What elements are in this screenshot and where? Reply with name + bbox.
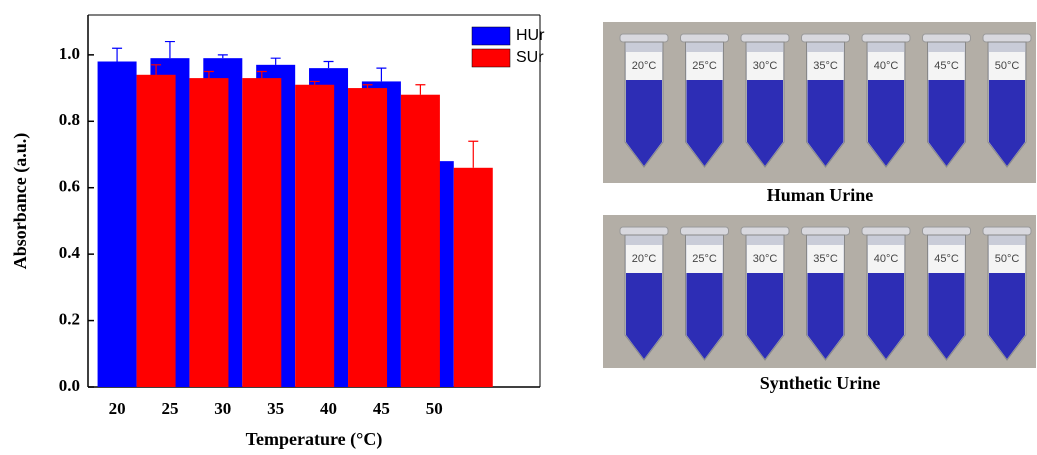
bar — [295, 84, 335, 387]
legend-label: SUr — [516, 49, 544, 66]
tube-rim — [619, 226, 669, 236]
tube-tag — [686, 52, 723, 80]
x-tick-label: 40 — [320, 399, 337, 418]
tube-rim — [982, 33, 1032, 43]
liquid — [807, 273, 844, 359]
tube-label: 30°C — [753, 60, 778, 72]
bar — [242, 78, 282, 387]
liquid — [807, 80, 844, 166]
tube-tag — [747, 52, 783, 80]
tube-rim — [982, 226, 1032, 236]
liquid — [868, 273, 904, 359]
y-tick-label: 0.6 — [59, 177, 80, 196]
tube-tag — [807, 245, 844, 273]
liquid — [747, 273, 783, 359]
error-bar — [164, 40, 175, 59]
tube-label: 35°C — [813, 253, 838, 265]
tube-label: 45°C — [934, 60, 959, 72]
y-tick-label: 0.0 — [59, 376, 80, 395]
tube-tag — [989, 52, 1025, 80]
bar — [348, 88, 388, 388]
tube-rim — [861, 33, 911, 43]
tube-rim — [740, 226, 790, 236]
y-tick-label: 0.2 — [59, 309, 80, 328]
photo-caption: Human Urine — [767, 185, 874, 205]
tube-tag — [989, 245, 1025, 273]
tube-rim — [801, 33, 850, 43]
error-bar — [112, 47, 123, 62]
tube-tag — [626, 245, 662, 273]
bar — [97, 61, 137, 387]
tube-label: 25°C — [692, 60, 717, 72]
liquid — [928, 80, 965, 166]
x-tick-label: 45 — [373, 399, 390, 418]
bar — [189, 78, 229, 387]
x-axis-title: Temperature (°C) — [246, 429, 383, 450]
tube-tag — [928, 52, 965, 80]
tube-label: 30°C — [753, 253, 778, 265]
liquid — [747, 80, 783, 166]
error-bar — [362, 84, 373, 89]
liquid — [626, 273, 662, 359]
legend-swatch — [471, 26, 511, 46]
tube-rim — [801, 226, 850, 236]
y-tick-label: 0.4 — [59, 243, 81, 262]
error-bar — [309, 80, 320, 85]
liquid — [626, 80, 662, 166]
tube-label: 50°C — [995, 60, 1020, 72]
tube-tag — [928, 245, 965, 273]
error-bar — [203, 70, 214, 79]
liquid — [989, 80, 1025, 166]
x-tick-label: 20 — [109, 399, 126, 418]
tube-label: 40°C — [874, 253, 899, 265]
liquid — [686, 273, 723, 359]
tube-rim — [619, 33, 669, 43]
legend-swatch — [471, 48, 511, 68]
tube-label: 50°C — [995, 253, 1020, 265]
bar — [400, 94, 440, 387]
tube-label: 25°C — [692, 253, 717, 265]
error-bar — [415, 84, 426, 95]
liquid — [928, 273, 965, 359]
legend-label: HUr — [516, 27, 545, 44]
tube-tag — [686, 245, 723, 273]
tube-tag — [868, 245, 904, 273]
error-bar — [151, 64, 162, 75]
y-tick-label: 0.8 — [59, 110, 80, 129]
x-tick-label: 35 — [267, 399, 284, 418]
tube-tag — [868, 52, 904, 80]
tube-label: 35°C — [813, 60, 838, 72]
y-axis-title: Absorbance (a.u.) — [10, 133, 31, 270]
tube-rim — [680, 33, 729, 43]
tube-rim — [922, 33, 971, 43]
error-bar — [323, 60, 334, 69]
tube-rim — [861, 226, 911, 236]
x-tick-label: 50 — [426, 399, 443, 418]
tube-label: 40°C — [874, 60, 899, 72]
error-bar — [217, 54, 228, 59]
x-tick-label: 25 — [161, 399, 178, 418]
error-bar — [376, 67, 387, 82]
tube-tag — [747, 245, 783, 273]
error-bar — [468, 140, 479, 168]
y-tick-label: 1.0 — [59, 44, 80, 63]
tube-tag — [807, 52, 844, 80]
tube-tag — [626, 52, 662, 80]
tube-label: 45°C — [934, 253, 959, 265]
photo-caption: Synthetic Urine — [760, 373, 881, 393]
x-tick-label: 30 — [214, 399, 231, 418]
liquid — [989, 273, 1025, 359]
tube-label: 20°C — [632, 60, 657, 72]
bar — [453, 167, 493, 387]
error-bar — [270, 57, 281, 65]
liquid — [686, 80, 723, 166]
tube-rim — [680, 226, 729, 236]
error-bar — [256, 70, 267, 79]
liquid — [868, 80, 904, 166]
tube-label: 20°C — [632, 253, 657, 265]
tube-rim — [740, 33, 790, 43]
bar — [136, 74, 176, 388]
tube-rim — [922, 226, 971, 236]
